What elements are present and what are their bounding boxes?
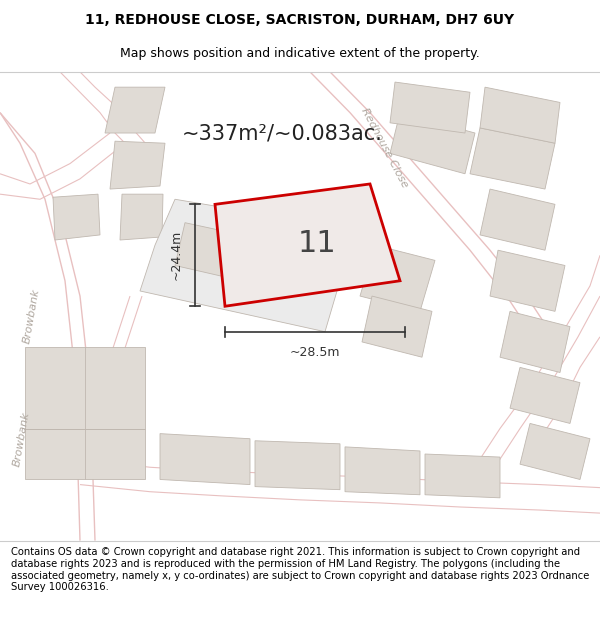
- Text: 11: 11: [298, 229, 337, 258]
- Polygon shape: [25, 429, 145, 479]
- Polygon shape: [510, 368, 580, 424]
- Text: ~24.4m: ~24.4m: [170, 230, 183, 281]
- Polygon shape: [500, 311, 570, 372]
- Polygon shape: [480, 189, 555, 250]
- Polygon shape: [175, 222, 265, 284]
- Polygon shape: [425, 454, 500, 498]
- Text: Contains OS data © Crown copyright and database right 2021. This information is : Contains OS data © Crown copyright and d…: [11, 548, 589, 592]
- Polygon shape: [215, 184, 400, 306]
- Text: Browbank: Browbank: [22, 288, 42, 345]
- Polygon shape: [255, 441, 340, 489]
- Polygon shape: [360, 245, 435, 311]
- Text: 11, REDHOUSE CLOSE, SACRISTON, DURHAM, DH7 6UY: 11, REDHOUSE CLOSE, SACRISTON, DURHAM, D…: [85, 13, 515, 27]
- Polygon shape: [105, 87, 165, 133]
- Polygon shape: [390, 112, 475, 174]
- Polygon shape: [160, 434, 250, 484]
- Polygon shape: [345, 447, 420, 495]
- Polygon shape: [140, 199, 355, 332]
- Polygon shape: [110, 141, 165, 189]
- Text: Browbank: Browbank: [12, 411, 32, 467]
- Text: Map shows position and indicative extent of the property.: Map shows position and indicative extent…: [120, 48, 480, 61]
- Polygon shape: [390, 82, 470, 133]
- Polygon shape: [25, 347, 145, 429]
- Polygon shape: [120, 194, 163, 240]
- Polygon shape: [470, 128, 555, 189]
- Polygon shape: [362, 296, 432, 358]
- Polygon shape: [490, 250, 565, 311]
- Polygon shape: [53, 194, 100, 240]
- Polygon shape: [480, 87, 560, 143]
- Polygon shape: [520, 424, 590, 479]
- Text: ~28.5m: ~28.5m: [290, 346, 340, 359]
- Text: Redhouse Close: Redhouse Close: [360, 107, 410, 190]
- Text: ~337m²/~0.083ac.: ~337m²/~0.083ac.: [182, 123, 382, 143]
